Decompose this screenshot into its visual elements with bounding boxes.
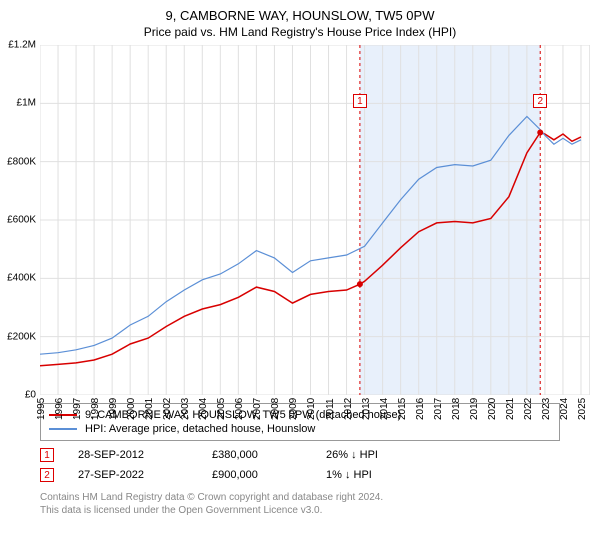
x-tick-label: 2022 <box>523 398 534 420</box>
marker-badge: 1 <box>40 448 54 462</box>
x-tick-label: 2017 <box>433 398 444 420</box>
x-tick-label: 2006 <box>234 398 245 420</box>
x-tick-label: 1996 <box>54 398 65 420</box>
y-tick-label: £1.2M <box>8 40 36 51</box>
footer-line-1: Contains HM Land Registry data © Crown c… <box>40 491 560 504</box>
y-tick-label: £400K <box>7 273 36 284</box>
x-tick-label: 2002 <box>162 398 173 420</box>
x-tick-label: 2000 <box>126 398 137 420</box>
x-tick-label: 2015 <box>397 398 408 420</box>
x-tick-label: 2004 <box>198 398 209 420</box>
x-tick-label: 2014 <box>379 398 390 420</box>
marker-table: 1 28-SEP-2012 £380,000 26% ↓ HPI 2 27-SEP-202… <box>40 445 560 485</box>
x-tick-label: 2011 <box>325 398 336 420</box>
x-tick-label: 2019 <box>469 398 480 420</box>
y-tick-label: £0 <box>25 390 36 401</box>
marker-date: 27-SEP-2022 <box>78 469 188 481</box>
x-tick-label: 2008 <box>270 398 281 420</box>
x-tick-label: 2021 <box>505 398 516 420</box>
marker-delta: 26% ↓ HPI <box>326 449 378 461</box>
marker-badge-on-chart: 1 <box>353 94 367 108</box>
x-tick-label: 2016 <box>415 398 426 420</box>
x-tick-label: 2018 <box>451 398 462 420</box>
x-axis-labels: 1995199619971998199920002001200220032004… <box>40 402 590 442</box>
chart-svg <box>40 45 590 395</box>
marker-price: £900,000 <box>212 469 302 481</box>
marker-date: 28-SEP-2012 <box>78 449 188 461</box>
footer-text: Contains HM Land Registry data © Crown c… <box>40 491 560 517</box>
marker-table-row: 1 28-SEP-2012 £380,000 26% ↓ HPI <box>40 445 560 465</box>
chart-area: £0£200K£400K£600K£800K£1M£1.2M 12 <box>40 45 590 395</box>
x-tick-label: 2024 <box>559 398 570 420</box>
x-tick-label: 2013 <box>361 398 372 420</box>
x-tick-label: 2010 <box>306 398 317 420</box>
x-tick-label: 2007 <box>252 398 263 420</box>
x-tick-label: 1995 <box>36 398 47 420</box>
x-tick-label: 2012 <box>343 398 354 420</box>
y-tick-label: £200K <box>7 331 36 342</box>
marker-table-row: 2 27-SEP-2022 £900,000 1% ↓ HPI <box>40 465 560 485</box>
y-axis-labels: £0£200K£400K£600K£800K£1M£1.2M <box>0 45 38 395</box>
chart-title: 9, CAMBORNE WAY, HOUNSLOW, TW5 0PW <box>0 0 600 23</box>
x-tick-label: 2005 <box>216 398 227 420</box>
x-tick-label: 2025 <box>577 398 588 420</box>
x-tick-label: 2009 <box>288 398 299 420</box>
chart-container: 9, CAMBORNE WAY, HOUNSLOW, TW5 0PW Price… <box>0 0 600 560</box>
x-tick-label: 2003 <box>180 398 191 420</box>
x-tick-label: 2001 <box>144 398 155 420</box>
x-tick-label: 1998 <box>90 398 101 420</box>
y-tick-label: £1M <box>17 98 36 109</box>
chart-subtitle: Price paid vs. HM Land Registry's House … <box>0 23 600 45</box>
footer-line-2: This data is licensed under the Open Gov… <box>40 504 560 517</box>
x-tick-label: 1999 <box>108 398 119 420</box>
x-tick-label: 2020 <box>487 398 498 420</box>
y-tick-label: £800K <box>7 156 36 167</box>
y-tick-label: £600K <box>7 215 36 226</box>
marker-badge-on-chart: 2 <box>533 94 547 108</box>
x-tick-label: 1997 <box>72 398 83 420</box>
x-tick-label: 2023 <box>541 398 552 420</box>
marker-price: £380,000 <box>212 449 302 461</box>
marker-delta: 1% ↓ HPI <box>326 469 372 481</box>
marker-badge: 2 <box>40 468 54 482</box>
